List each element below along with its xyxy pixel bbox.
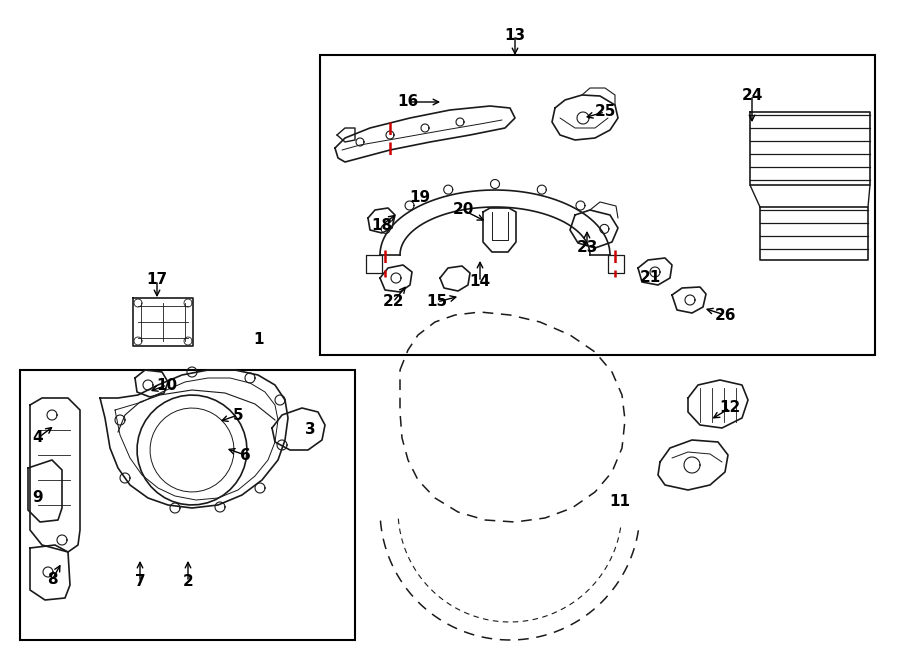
Text: 12: 12 xyxy=(719,401,741,416)
Text: 5: 5 xyxy=(233,407,243,422)
Text: 9: 9 xyxy=(32,490,43,506)
Text: 14: 14 xyxy=(470,274,490,290)
Text: 10: 10 xyxy=(157,377,177,393)
Text: 22: 22 xyxy=(382,295,404,309)
Text: 23: 23 xyxy=(576,241,598,256)
Text: 6: 6 xyxy=(239,447,250,463)
Text: 17: 17 xyxy=(147,272,167,288)
Text: 16: 16 xyxy=(398,95,418,110)
Text: 2: 2 xyxy=(183,574,194,590)
Text: 24: 24 xyxy=(742,87,762,102)
Text: 3: 3 xyxy=(305,422,315,438)
Text: 4: 4 xyxy=(32,430,43,446)
Text: 26: 26 xyxy=(715,307,736,323)
Text: 11: 11 xyxy=(609,494,631,510)
Text: 15: 15 xyxy=(427,295,447,309)
Text: 8: 8 xyxy=(47,572,58,588)
Text: 18: 18 xyxy=(372,217,392,233)
Text: 20: 20 xyxy=(453,202,473,217)
Bar xyxy=(320,55,875,355)
Bar xyxy=(20,370,355,640)
Text: 13: 13 xyxy=(504,28,526,42)
Text: 7: 7 xyxy=(135,574,145,590)
Text: 19: 19 xyxy=(410,190,430,206)
Text: 25: 25 xyxy=(594,104,616,120)
Text: 21: 21 xyxy=(639,270,661,286)
Text: 1: 1 xyxy=(254,332,265,348)
